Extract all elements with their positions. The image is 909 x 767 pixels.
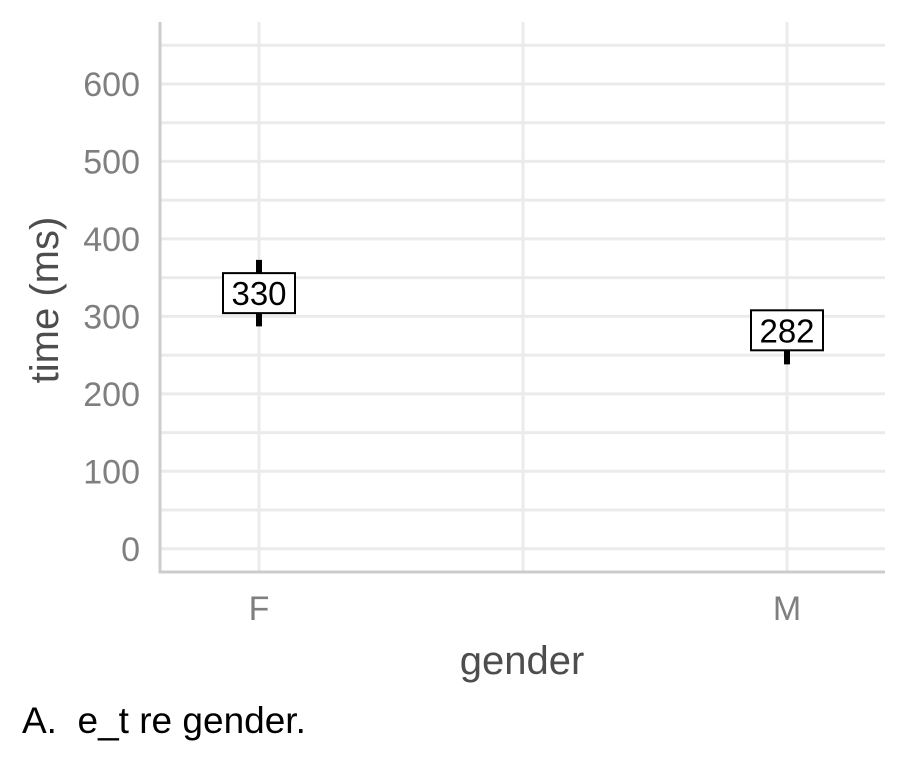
x-tick-label: F	[249, 590, 270, 628]
x-tick-label: M	[773, 590, 801, 628]
grid-lines	[160, 22, 885, 572]
figure-caption: A. e_t re gender.	[22, 700, 306, 741]
value-label: 330	[231, 275, 286, 312]
y-axis-title: time (ms)	[23, 217, 67, 384]
y-tick-label: 400	[83, 221, 140, 259]
y-tick-label: 200	[83, 376, 140, 414]
value-label-box	[750, 309, 824, 352]
x-axis-title: gender	[460, 639, 585, 683]
y-tick-label: 100	[83, 453, 140, 491]
y-tick-label: 500	[83, 143, 140, 181]
axes	[158, 22, 885, 574]
value-label-box	[222, 272, 296, 315]
data-marks: 330 282	[222, 259, 824, 365]
y-tick-label: 0	[121, 531, 140, 569]
y-tick-labels: 0 100 200 300 400 500 600	[83, 66, 140, 569]
value-label: 282	[759, 312, 814, 349]
y-tick-label: 300	[83, 298, 140, 336]
y-tick-label: 600	[83, 66, 140, 104]
